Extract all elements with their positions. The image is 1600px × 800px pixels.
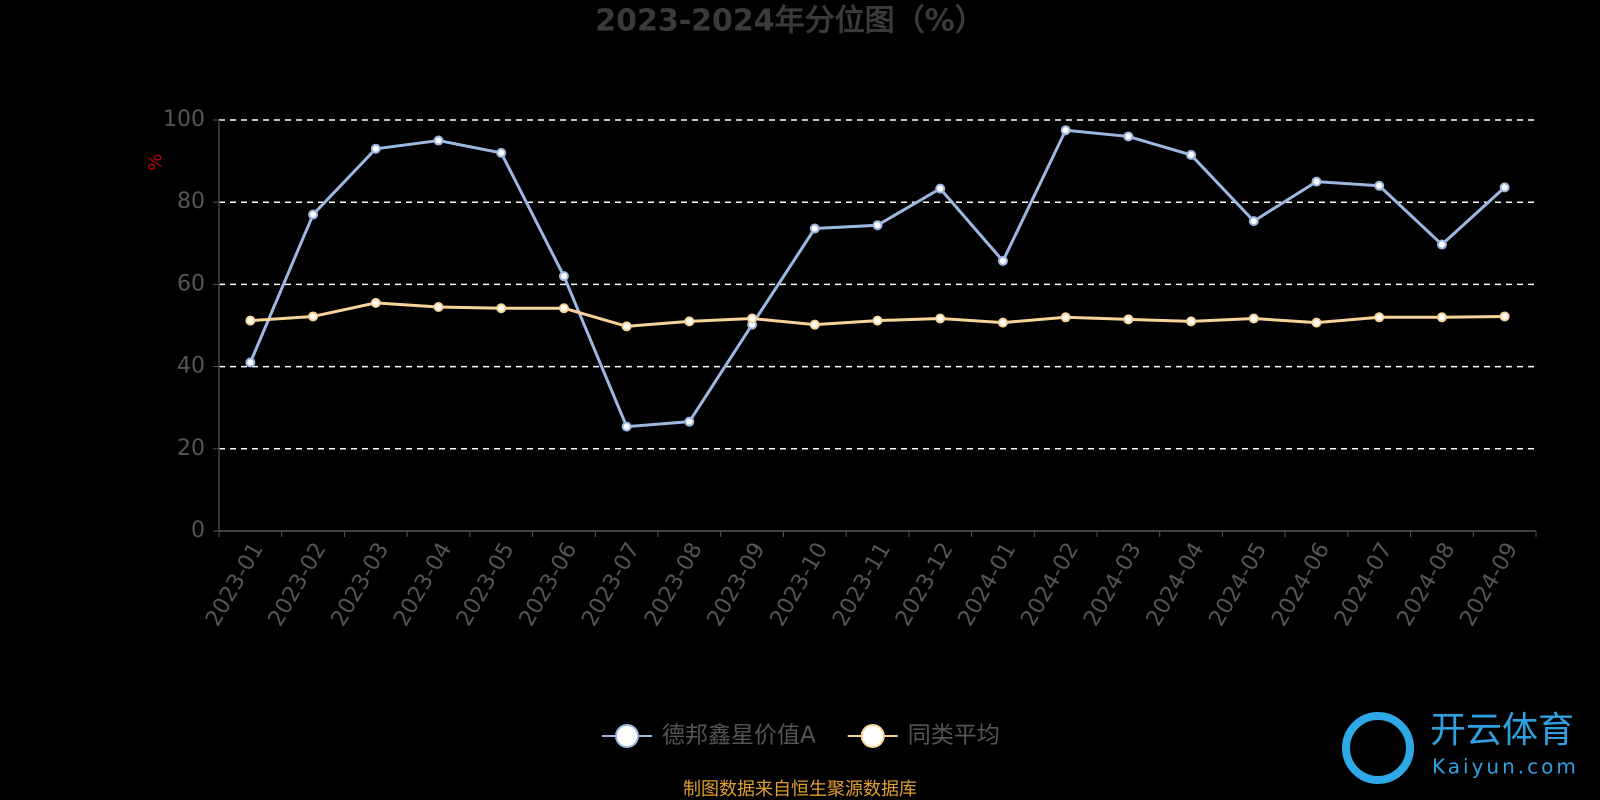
data-point xyxy=(1123,314,1134,325)
data-point xyxy=(1311,317,1322,328)
y-tick-label: 80 xyxy=(177,189,205,214)
data-point xyxy=(809,223,820,234)
data-point xyxy=(684,316,695,327)
data-point xyxy=(433,302,444,313)
data-point xyxy=(1374,180,1385,191)
data-point xyxy=(496,303,507,314)
data-point xyxy=(1499,311,1510,322)
data-point xyxy=(621,421,632,432)
legend-marker xyxy=(615,724,639,748)
data-point xyxy=(1311,176,1322,187)
watermark: 开云体育 Kaiyun.com xyxy=(1342,710,1579,784)
y-tick-label: 20 xyxy=(177,436,205,461)
data-point xyxy=(809,319,820,330)
chart-title: 2023-2024年分位图（%） xyxy=(595,4,985,39)
watermark-name: 开云体育 xyxy=(1430,710,1574,751)
data-point xyxy=(558,303,569,314)
data-point xyxy=(1436,239,1447,250)
legend-label: 同类平均 xyxy=(908,723,1000,749)
data-point xyxy=(684,416,695,427)
data-point xyxy=(621,321,632,332)
data-point xyxy=(747,313,758,324)
data-point xyxy=(245,357,256,368)
data-point xyxy=(1186,149,1197,160)
y-tick-label: 60 xyxy=(177,271,205,296)
watermark-logo xyxy=(1342,712,1414,784)
data-point xyxy=(1436,312,1447,323)
data-point xyxy=(558,271,569,282)
data-point xyxy=(997,317,1008,328)
data-point xyxy=(1374,312,1385,323)
data-point xyxy=(496,147,507,158)
data-point xyxy=(308,311,319,322)
watermark-site: Kaiyun.com xyxy=(1432,755,1579,779)
data-point xyxy=(1060,125,1071,136)
data-point xyxy=(1186,316,1197,327)
y-tick-label: 100 xyxy=(163,107,205,132)
data-point xyxy=(1248,313,1259,324)
legend-label: 德邦鑫星价值A xyxy=(662,723,816,749)
y-axis-label: % xyxy=(145,153,166,170)
data-point xyxy=(308,209,319,220)
data-point xyxy=(872,315,883,326)
source-note: 制图数据来自恒生聚源数据库 xyxy=(683,779,917,800)
y-tick-label: 40 xyxy=(177,354,205,379)
data-point xyxy=(1123,131,1134,142)
data-point xyxy=(935,313,946,324)
y-tick-label: 0 xyxy=(191,518,205,543)
data-point xyxy=(245,315,256,326)
data-point xyxy=(1060,312,1071,323)
data-point xyxy=(433,135,444,146)
legend-marker xyxy=(860,724,885,748)
data-point xyxy=(872,220,883,231)
data-point xyxy=(370,143,381,154)
data-point xyxy=(935,183,946,194)
data-point xyxy=(370,297,381,308)
data-point xyxy=(1499,182,1510,193)
legend: 德邦鑫星价值A 同类平均 xyxy=(602,723,1000,749)
data-point xyxy=(1248,216,1259,227)
data-point xyxy=(997,255,1008,266)
